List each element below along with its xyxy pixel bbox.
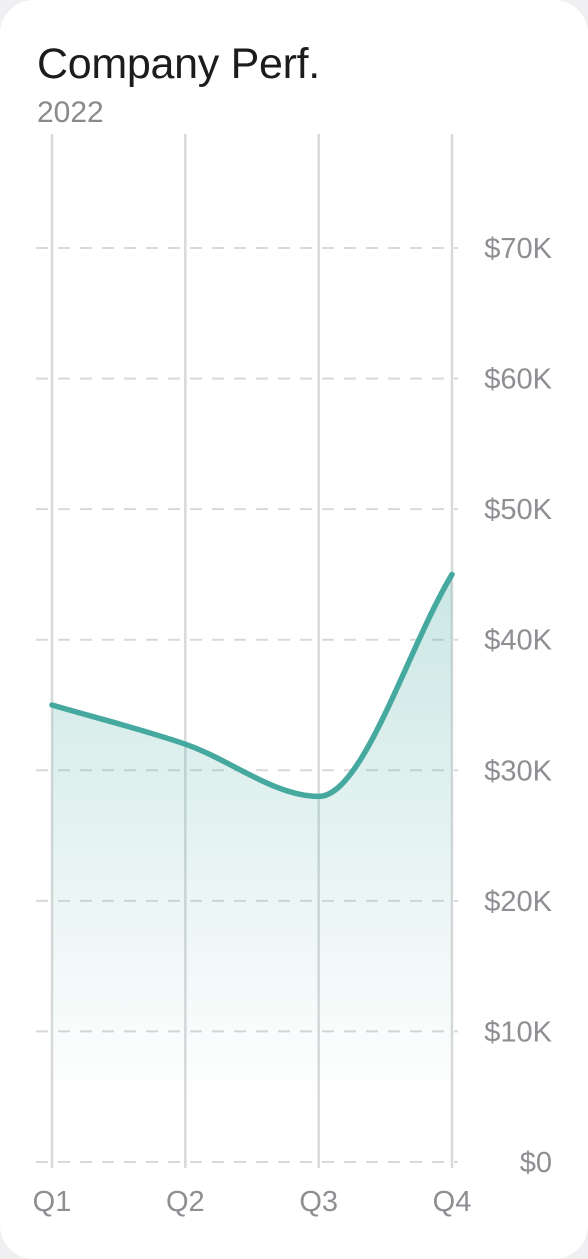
y-tick-label: $30K — [484, 755, 552, 787]
y-axis-labels: $0 $10K $20K $30K $40K $50K $60K $70K — [484, 233, 552, 1179]
y-tick-label: $0 — [520, 1147, 552, 1179]
chart-title: Company Perf. — [37, 40, 320, 88]
chart-subtitle: 2022 — [37, 96, 104, 129]
y-tick-label: $70K — [484, 233, 552, 265]
series-area-fill — [52, 574, 452, 1162]
series-line-layer — [49, 571, 455, 800]
x-axis-labels: Q1 Q2 Q3 Q4 — [33, 1186, 472, 1218]
y-tick-label: $40K — [484, 625, 552, 657]
y-tick-label: $10K — [484, 1016, 552, 1048]
x-tick-label: Q3 — [299, 1186, 338, 1218]
x-tick-label: Q2 — [166, 1186, 205, 1218]
series-line — [49, 571, 455, 800]
x-tick-label: Q4 — [433, 1186, 472, 1218]
y-tick-label: $20K — [484, 886, 552, 918]
x-tick-label: Q1 — [33, 1186, 72, 1218]
area-fill-layer — [52, 574, 452, 1162]
y-tick-label: $60K — [484, 364, 552, 396]
y-tick-label: $50K — [484, 494, 552, 526]
